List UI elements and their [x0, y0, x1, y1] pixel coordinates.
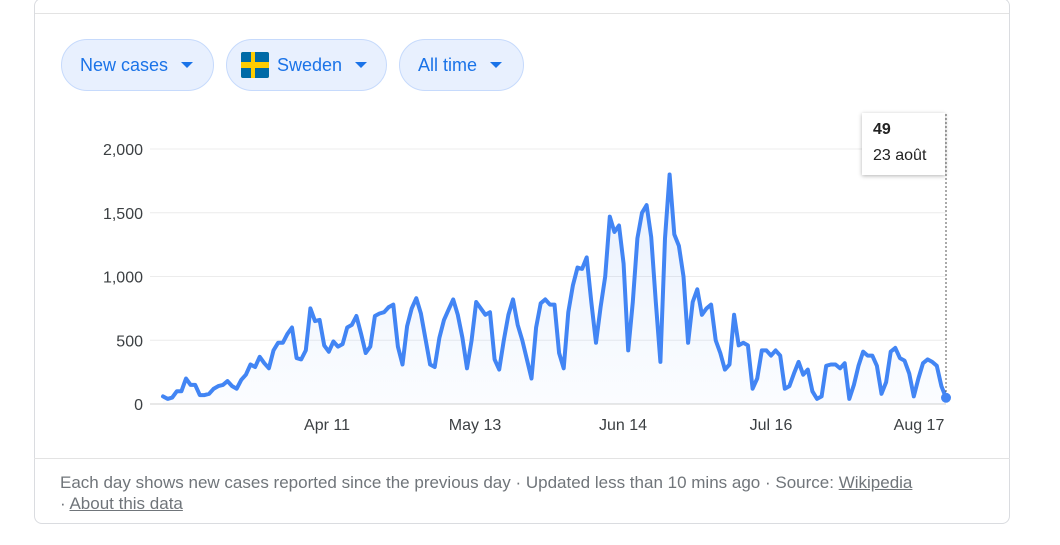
y-tick-label: 0	[134, 397, 143, 414]
range-dropdown[interactable]: All time	[399, 39, 524, 91]
chart-footnote: Each day shows new cases reported since …	[60, 473, 913, 513]
x-tick-label: May 13	[449, 417, 502, 434]
about-data-link[interactable]: About this data	[69, 494, 183, 513]
series-area	[163, 174, 946, 404]
x-tick-label: Jul 16	[750, 417, 793, 434]
hover-point	[941, 392, 951, 403]
y-tick-label: 1,000	[103, 270, 143, 287]
chevron-down-icon	[490, 62, 503, 68]
y-tick-label: 500	[116, 333, 143, 350]
metric-dropdown[interactable]: New cases	[61, 39, 214, 91]
y-tick-label: 2,000	[103, 142, 143, 159]
y-tick-label: 1,500	[103, 206, 143, 223]
x-tick-label: Jun 14	[599, 417, 647, 434]
x-tick-label: Aug 17	[894, 417, 945, 434]
range-dropdown-label: All time	[418, 54, 478, 75]
source-label: Source:	[775, 473, 834, 492]
metric-dropdown-label: New cases	[80, 54, 169, 75]
footnote-description: Each day shows new cases reported since …	[60, 473, 761, 492]
footer-divider	[34, 458, 1010, 459]
chart-tooltip: 49 23 août	[862, 113, 945, 175]
x-tick-label: Apr 11	[304, 417, 350, 434]
country-dropdown-label: Sweden	[277, 54, 343, 75]
sweden-flag-icon	[241, 52, 269, 78]
tooltip-value: 49	[873, 121, 891, 138]
chevron-down-icon	[181, 62, 194, 68]
card-top-divider	[35, 13, 1009, 14]
tooltip-date: 23 août	[873, 147, 927, 164]
country-dropdown[interactable]: Sweden	[226, 39, 387, 91]
chevron-down-icon	[355, 62, 368, 68]
wikipedia-link[interactable]: Wikipedia	[838, 473, 913, 492]
series-line	[161, 172, 948, 401]
